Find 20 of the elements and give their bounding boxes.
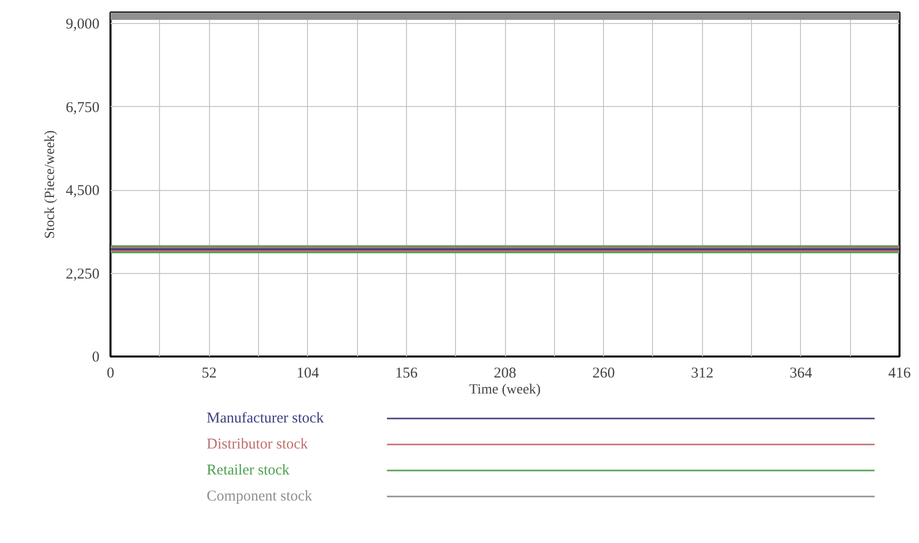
x-tick-label: 312 (691, 366, 714, 382)
x-tick-label: 52 (202, 366, 217, 382)
x-tick-label: 208 (494, 366, 516, 382)
y-axis-title: Stock (Piece/week) (42, 130, 58, 239)
x-tick-label: 104 (296, 366, 320, 382)
x-axis-title: Time (week) (469, 382, 542, 398)
text: Retailer stock (206, 462, 290, 478)
x-tick-label: 260 (592, 366, 615, 382)
x-tick-label: 364 (790, 366, 813, 382)
text: Component stock (206, 488, 313, 504)
x-tick-label: 0 (106, 366, 114, 382)
x-tick-label: 416 (888, 366, 912, 382)
y-tick-label: 4,500 (66, 183, 100, 200)
y-tick-label: 0 (92, 350, 100, 366)
text: Manufacturer stock (206, 410, 324, 426)
y-tick-label: 9,000 (66, 16, 100, 33)
text: Distributor stock (206, 436, 308, 452)
x-tick-label: 156 (395, 366, 418, 382)
y-tick-label: 2,250 (66, 266, 100, 282)
y-tick-label: 6,750 (66, 100, 100, 116)
